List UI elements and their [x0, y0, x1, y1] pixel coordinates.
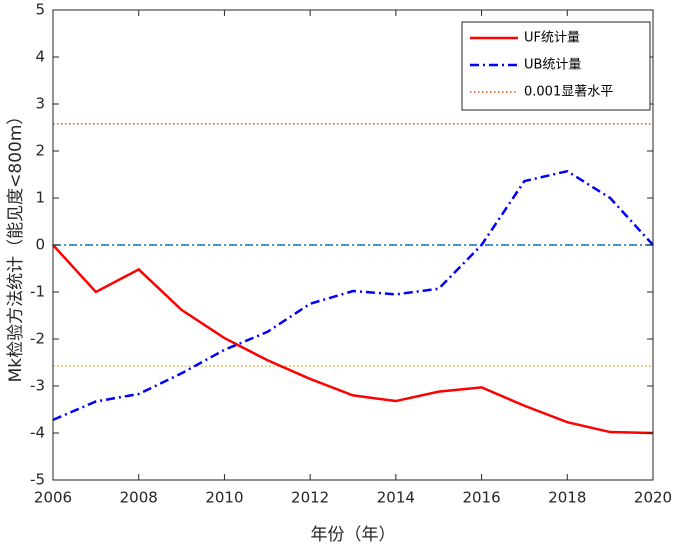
y-tick-label: -1: [30, 283, 45, 301]
series-line: [52, 244, 654, 435]
y-tick-label: 3: [35, 95, 45, 113]
legend-label: 0.001显著水平: [524, 85, 613, 100]
y-axis-title: Mk检验方法统计（能见度<800m）: [6, 108, 26, 383]
x-tick-label: 2014: [377, 489, 415, 507]
y-tick-label: 4: [35, 48, 45, 66]
x-axis-title: 年份（年）: [311, 525, 396, 545]
y-tick-label: -2: [30, 330, 45, 348]
x-tick-label: 2020: [634, 489, 672, 507]
series-line: [52, 169, 654, 421]
x-tick-label: 2010: [205, 489, 243, 507]
y-tick-label: 2: [35, 142, 45, 160]
x-tick-label: 2016: [462, 489, 500, 507]
x-tick-label: 2006: [34, 489, 72, 507]
x-tick-label: 2012: [291, 489, 329, 507]
x-tick-label: 2008: [120, 489, 158, 507]
y-tick-label: 5: [35, 1, 45, 19]
legend-label: UF统计量: [524, 31, 580, 46]
y-tick-label: -4: [30, 424, 45, 442]
y-tick-label: -5: [30, 471, 45, 489]
x-tick-label: 2018: [548, 489, 586, 507]
y-tick-label: -3: [30, 377, 45, 395]
y-tick-label: 1: [35, 189, 45, 207]
legend-label: UB统计量: [524, 58, 581, 73]
y-tick-label: 0: [35, 236, 45, 254]
